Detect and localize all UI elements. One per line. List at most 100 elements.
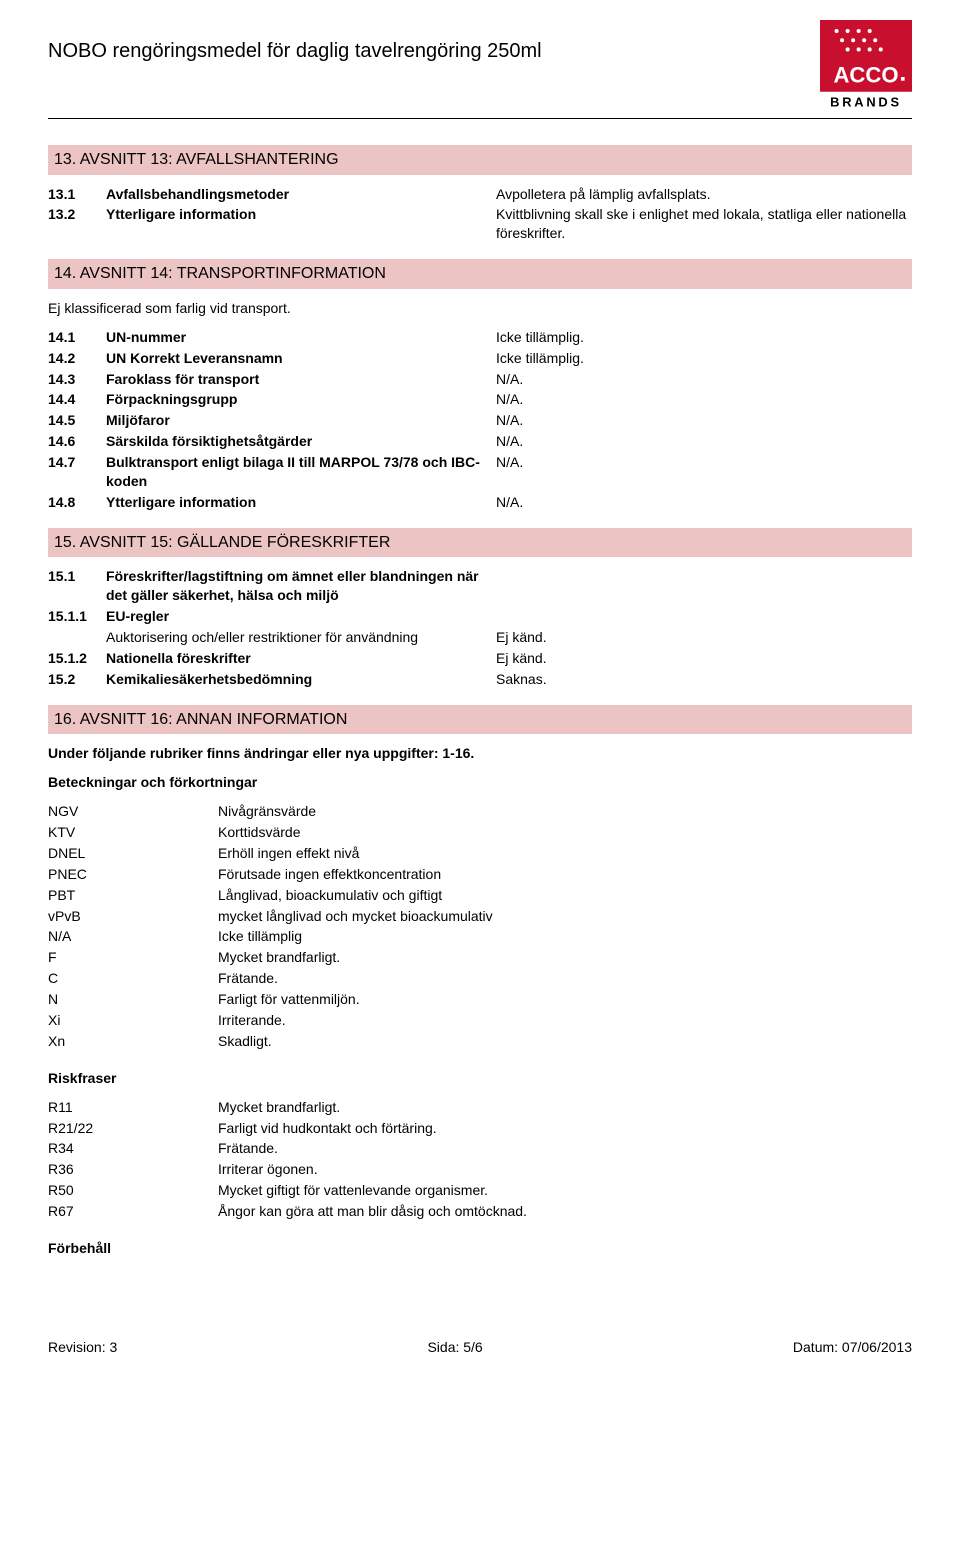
row-label: Ytterligare information: [106, 493, 496, 512]
row-value: N/A.: [496, 411, 912, 430]
table-row: 14.3Faroklass för transportN/A.: [48, 370, 912, 389]
section-15-body: 15.1 Föreskrifter/lagstiftning om ämnet …: [48, 567, 912, 688]
row-label: UN-nummer: [106, 328, 496, 347]
section-13-body: 13.1 Avfallsbehandlingsmetoder Avpollete…: [48, 185, 912, 244]
section-16-note: Under följande rubriker finns ändringar …: [48, 744, 912, 763]
header-divider: [48, 118, 912, 119]
reservation-title: Förbehåll: [48, 1239, 912, 1258]
row-label: Auktorisering och/eller restriktioner fö…: [106, 628, 496, 647]
abbrev-value: mycket långlivad och mycket bioackumulat…: [218, 907, 912, 926]
abbrev-key: vPvB: [48, 907, 218, 926]
row-value: N/A.: [496, 453, 912, 491]
row-num: 13.1: [48, 185, 106, 204]
abbrev-key: PBT: [48, 886, 218, 905]
row-15-2: 15.2 Kemikaliesäkerhetsbedömning Saknas.: [48, 670, 912, 689]
risk-text: Frätande.: [218, 1139, 912, 1158]
row-label: Förpackningsgrupp: [106, 390, 496, 409]
abbrev-key: N/A: [48, 927, 218, 946]
row-num: 14.1: [48, 328, 106, 347]
footer-revision: Revision: 3: [48, 1338, 117, 1357]
table-row: 14.7Bulktransport enligt bilaga II till …: [48, 453, 912, 491]
risk-row: R11Mycket brandfarligt.: [48, 1098, 912, 1117]
section-14-note: Ej klassificerad som farlig vid transpor…: [48, 299, 912, 318]
abbrev-key: N: [48, 990, 218, 1009]
row-num: 14.4: [48, 390, 106, 409]
section-16-heading: 16. AVSNITT 16: ANNAN INFORMATION: [48, 705, 912, 735]
section-13-heading: 13. AVSNITT 13: AVFALLSHANTERING: [48, 145, 912, 175]
row-num: 14.3: [48, 370, 106, 389]
risk-title: Riskfraser: [48, 1069, 912, 1088]
abbrev-key: KTV: [48, 823, 218, 842]
row-label: Ytterligare information: [106, 205, 496, 243]
abbrev-key: PNEC: [48, 865, 218, 884]
row-label: Faroklass för transport: [106, 370, 496, 389]
risk-text: Mycket brandfarligt.: [218, 1098, 912, 1117]
row-value: [496, 567, 912, 605]
abbrev-value: Irriterande.: [218, 1011, 912, 1030]
row-15-1: 15.1 Föreskrifter/lagstiftning om ämnet …: [48, 567, 912, 605]
section-14-heading: 14. AVSNITT 14: TRANSPORTINFORMATION: [48, 259, 912, 289]
row-15-sub: Auktorisering och/eller restriktioner fö…: [48, 628, 912, 647]
risk-code: R11: [48, 1098, 218, 1117]
abbrev-key: DNEL: [48, 844, 218, 863]
row-value: Icke tillämplig.: [496, 328, 912, 347]
abbrev-row: FMycket brandfarligt.: [48, 948, 912, 967]
row-label: Särskilda försiktighetsåtgärder: [106, 432, 496, 451]
row-value: N/A.: [496, 432, 912, 451]
abbrev-row: N/AIcke tillämplig: [48, 927, 912, 946]
abbrev-key: Xn: [48, 1032, 218, 1051]
row-label: Miljöfaror: [106, 411, 496, 430]
row-num: 14.8: [48, 493, 106, 512]
row-value: Saknas.: [496, 670, 912, 689]
row-num: 14.7: [48, 453, 106, 491]
abbrev-row: XnSkadligt.: [48, 1032, 912, 1051]
row-label: UN Korrekt Leveransnamn: [106, 349, 496, 368]
abbrev-list: NGVNivågränsvärdeKTVKorttidsvärdeDNELErh…: [48, 802, 912, 1051]
row-num: 13.2: [48, 205, 106, 243]
row-label: Avfallsbehandlingsmetoder: [106, 185, 496, 204]
section-14-body: 14.1UN-nummerIcke tillämplig.14.2UN Korr…: [48, 328, 912, 512]
abbrev-value: Långlivad, bioackumulativ och giftigt: [218, 886, 912, 905]
row-value: Ej känd.: [496, 649, 912, 668]
abbrev-value: Erhöll ingen effekt nivå: [218, 844, 912, 863]
abbrev-value: Mycket brandfarligt.: [218, 948, 912, 967]
abbrev-key: NGV: [48, 802, 218, 821]
logo-text-bottom: BRANDS: [830, 94, 902, 109]
row-value: Icke tillämplig.: [496, 349, 912, 368]
table-row: 14.6Särskilda försiktighetsåtgärderN/A.: [48, 432, 912, 451]
risk-row: R21/22Farligt vid hudkontakt och förtäri…: [48, 1119, 912, 1138]
table-row: 14.8Ytterligare informationN/A.: [48, 493, 912, 512]
row-value: Ej känd.: [496, 628, 912, 647]
footer-page: Sida: 5/6: [427, 1338, 482, 1357]
abbrev-row: XiIrriterande.: [48, 1011, 912, 1030]
risk-code: R50: [48, 1181, 218, 1200]
risk-list: R11Mycket brandfarligt.R21/22Farligt vid…: [48, 1098, 912, 1221]
abbrev-row: vPvBmycket långlivad och mycket bioackum…: [48, 907, 912, 926]
row-value: N/A.: [496, 390, 912, 409]
row-num: 15.1.2: [48, 649, 106, 668]
risk-code: R21/22: [48, 1119, 218, 1138]
row-num: 14.2: [48, 349, 106, 368]
abbrev-row: NFarligt för vattenmiljön.: [48, 990, 912, 1009]
risk-row: R50Mycket giftigt för vattenlevande orga…: [48, 1181, 912, 1200]
page-footer: Revision: 3 Sida: 5/6 Datum: 07/06/2013: [48, 1338, 912, 1357]
row-num: 14.6: [48, 432, 106, 451]
row-15-1-2: 15.1.2 Nationella föreskrifter Ej känd.: [48, 649, 912, 668]
footer-date: Datum: 07/06/2013: [793, 1338, 912, 1357]
abbrev-key: Xi: [48, 1011, 218, 1030]
logo-text-top: ACCO: [833, 63, 898, 88]
row-13-2: 13.2 Ytterligare information Kvittblivni…: [48, 205, 912, 243]
table-row: 14.2UN Korrekt LeveransnamnIcke tillämpl…: [48, 349, 912, 368]
abbrev-key: F: [48, 948, 218, 967]
abbrev-value: Farligt för vattenmiljön.: [218, 990, 912, 1009]
row-value: N/A.: [496, 493, 912, 512]
risk-text: Farligt vid hudkontakt och förtäring.: [218, 1119, 912, 1138]
row-label: Kemikaliesäkerhetsbedömning: [106, 670, 496, 689]
row-13-1: 13.1 Avfallsbehandlingsmetoder Avpollete…: [48, 185, 912, 204]
row-label: EU-regler: [106, 607, 496, 626]
abbrev-value: Icke tillämplig: [218, 927, 912, 946]
risk-code: R36: [48, 1160, 218, 1179]
abbrev-value: Nivågränsvärde: [218, 802, 912, 821]
acco-brands-logo: ACCO BRANDS: [820, 20, 912, 112]
row-label: Föreskrifter/lagstiftning om ämnet eller…: [106, 567, 496, 605]
